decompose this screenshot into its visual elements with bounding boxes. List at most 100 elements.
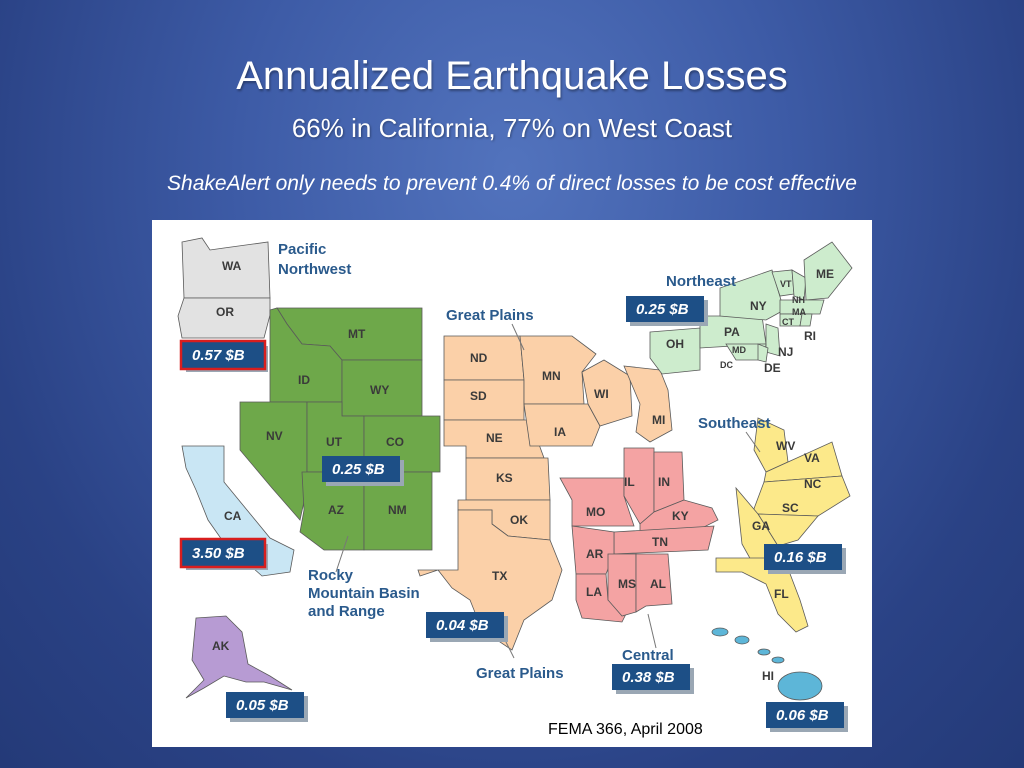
state-label-nm: NM [388, 503, 407, 517]
region-label-central: Central [622, 647, 674, 664]
state-label-fl: FL [774, 587, 789, 601]
state-label-mt: MT [348, 327, 366, 341]
state-me [803, 241, 853, 301]
state-label-wi: WI [594, 387, 609, 401]
state-label-or: OR [216, 305, 234, 319]
region-pacific-northwest [177, 237, 271, 339]
state-al [635, 553, 673, 613]
region-label-southeast: Southeast [698, 415, 771, 432]
source-citation: FEMA 366, April 2008 [548, 721, 703, 738]
state-label-hi: HI [762, 669, 774, 683]
region-label-great-plains-south: Great Plains [476, 665, 564, 682]
state-ak [185, 615, 293, 699]
state-label-de: DE [764, 361, 781, 375]
slide-subtitle: 66% in California, 77% on West Coast [291, 113, 733, 143]
region-rocky-mountain [239, 307, 441, 551]
region-label-rocky-1: Rocky [308, 567, 354, 584]
state-label-vt: VT [780, 279, 792, 289]
loss-box-rocky-mountain: 0.25 $B [322, 456, 404, 486]
loss-value-northeast: 0.25 $B [636, 301, 689, 318]
loss-value-great-plains: 0.04 $B [436, 617, 489, 634]
state-label-md: MD [732, 345, 746, 355]
state-label-tn: TN [652, 535, 668, 549]
state-wi [581, 359, 633, 427]
region-label-northeast: Northeast [666, 273, 736, 290]
region-northeast [649, 241, 853, 375]
state-label-ia: IA [554, 425, 566, 439]
state-label-sd: SD [470, 389, 487, 403]
state-nv [239, 401, 308, 521]
state-label-ks: KS [496, 471, 513, 485]
us-regions-map-svg: WA OR CA NV ID MT WY UT CO AZ NM ND SD N… [177, 237, 853, 732]
state-label-nv: NV [266, 429, 283, 443]
state-ma [779, 299, 825, 315]
region-central [559, 447, 719, 623]
state-ia [523, 403, 601, 447]
loss-value-alaska: 0.05 $B [236, 697, 289, 714]
state-nc [751, 475, 851, 517]
state-label-me: ME [816, 267, 834, 281]
state-label-mn: MN [542, 369, 561, 383]
state-label-nc: NC [804, 477, 822, 491]
region-label-rocky-3: and Range [308, 603, 385, 620]
slide-title: Annualized Earthquake Losses [236, 54, 788, 98]
state-label-in: IN [658, 475, 670, 489]
state-label-pa: PA [724, 325, 740, 339]
loss-box-central: 0.38 $B [612, 664, 694, 694]
state-label-ok: OK [510, 513, 528, 527]
state-label-wy: WY [370, 383, 389, 397]
state-label-ut: UT [326, 435, 343, 449]
state-label-ky: KY [672, 509, 689, 523]
region-label-great-plains-north: Great Plains [446, 307, 534, 324]
state-label-va: VA [804, 451, 820, 465]
loss-box-california: 3.50 $B [179, 537, 268, 570]
loss-box-pacific-northwest: 0.57 $B [179, 339, 268, 372]
state-label-la: LA [586, 585, 602, 599]
earthquake-loss-map: WA OR CA NV ID MT WY UT CO AZ NM ND SD N… [152, 220, 872, 747]
state-label-ms: MS [618, 577, 636, 591]
state-va [763, 441, 843, 483]
state-label-ca: CA [224, 509, 242, 523]
region-label-pacific-northwest-2: Northwest [278, 261, 351, 278]
state-label-ga: GA [752, 519, 770, 533]
state-label-sc: SC [782, 501, 799, 515]
loss-value-california: 3.50 $B [192, 545, 245, 562]
state-label-ak: AK [212, 639, 230, 653]
region-label-rocky-2: Mountain Basin [308, 585, 420, 602]
state-label-nh: NH [792, 295, 805, 305]
loss-box-southeast: 0.16 $B [764, 544, 846, 574]
state-tx [417, 509, 563, 651]
state-label-mo: MO [586, 505, 605, 519]
loss-value-rocky-mountain: 0.25 $B [332, 461, 385, 478]
loss-value-pacific-northwest: 0.57 $B [192, 347, 245, 364]
state-nj [765, 323, 781, 357]
state-nm [363, 471, 433, 551]
state-label-oh: OH [666, 337, 684, 351]
state-hi-islands [711, 627, 823, 701]
region-label-pacific-northwest-1: Pacific [278, 241, 326, 258]
loss-box-alaska: 0.05 $B [226, 692, 308, 722]
state-ny [719, 269, 785, 321]
state-label-il: IL [624, 475, 635, 489]
state-label-ma: MA [792, 307, 806, 317]
loss-box-great-plains: 0.04 $B [426, 612, 508, 642]
state-label-nd: ND [470, 351, 488, 365]
state-label-id: ID [298, 373, 310, 387]
loss-value-southeast: 0.16 $B [774, 549, 827, 566]
leader-line-rocky [335, 535, 349, 573]
state-label-wa: WA [222, 259, 242, 273]
region-great-plains [417, 335, 673, 651]
state-label-wv: WV [776, 439, 795, 453]
state-label-nj: NJ [778, 345, 793, 359]
state-id [269, 307, 343, 403]
state-label-mi: MI [652, 413, 665, 427]
state-label-ne: NE [486, 431, 503, 445]
state-label-co: CO [386, 435, 404, 449]
state-label-ar: AR [586, 547, 604, 561]
state-fl [715, 557, 809, 633]
loss-box-hawaii: 0.06 $B [766, 702, 848, 732]
state-de [757, 343, 769, 363]
state-label-ny: NY [750, 299, 767, 313]
state-oh [649, 327, 701, 375]
state-label-az: AZ [328, 503, 344, 517]
